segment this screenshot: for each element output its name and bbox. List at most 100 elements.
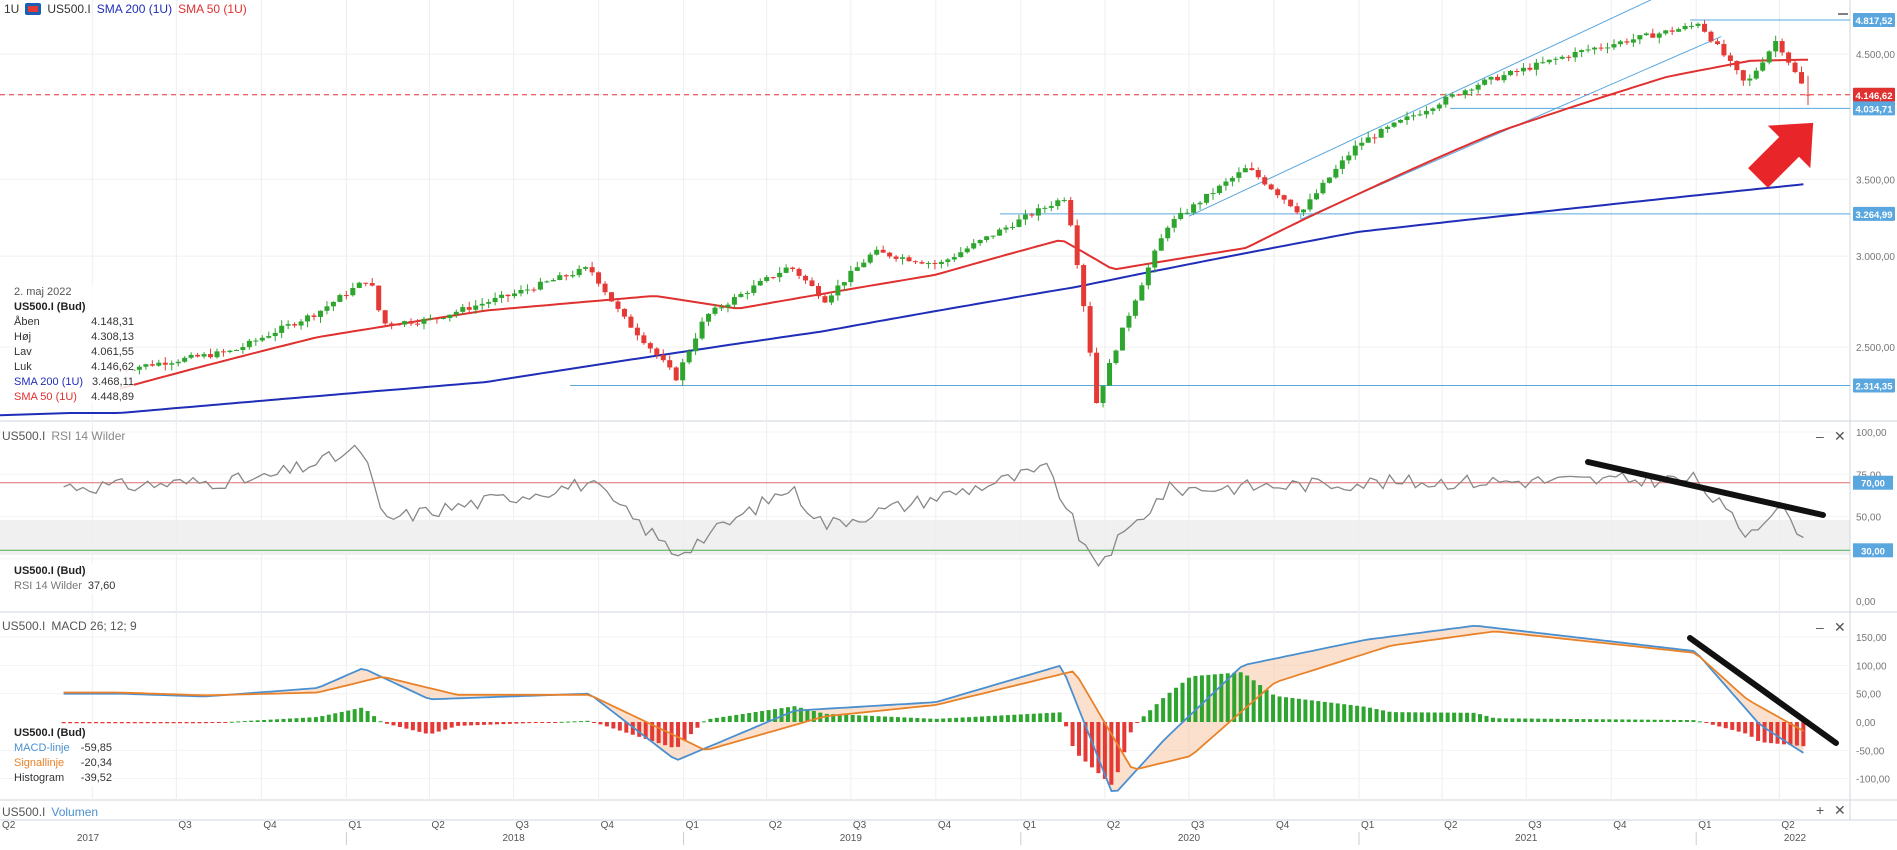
candle-body: [1320, 182, 1326, 194]
macd-histogram-bar: [1600, 719, 1605, 722]
macd-histogram-bar: [346, 710, 351, 722]
macd-histogram-bar: [1523, 718, 1528, 722]
macd-info-box: US500.I (Bud) MACD-linje -59,85 Signallin…: [14, 726, 112, 786]
macd-histogram-bar: [423, 722, 428, 734]
macd-histogram-bar: [1148, 710, 1153, 722]
macd-histogram-bar: [676, 722, 681, 747]
symbol-label[interactable]: US500.I: [47, 2, 91, 16]
rsi-level-badge-label: 30,00: [1861, 546, 1885, 557]
macd-histogram-bar: [1180, 682, 1185, 722]
candle-body: [841, 282, 847, 286]
volume-name[interactable]: Volumen: [51, 805, 99, 819]
macd-histogram-bar: [527, 722, 532, 724]
candle-body: [751, 285, 757, 293]
candle-body: [803, 275, 809, 281]
x-quarter-label: Q2: [1781, 820, 1795, 831]
candle-body: [343, 295, 349, 297]
rsi-close-button[interactable]: ✕: [1834, 428, 1846, 444]
macd-histogram-bar: [1801, 722, 1806, 747]
candle-body: [1624, 41, 1630, 43]
candle-body: [1495, 76, 1501, 81]
x-quarter-label: Q4: [938, 820, 952, 831]
rsi-symbol[interactable]: US500.I: [2, 429, 46, 443]
macd-histogram-bar: [1128, 722, 1133, 733]
macd-histogram-bar: [785, 707, 790, 722]
macd-tick-label: -100,00: [1856, 775, 1890, 786]
candle-body: [175, 361, 181, 364]
macd-histogram-bar: [1458, 712, 1463, 722]
rsi-level-badge: [1853, 543, 1893, 558]
candle-body: [1378, 128, 1384, 138]
candle-body: [1339, 160, 1345, 169]
macd-histogram-bar: [1439, 712, 1444, 722]
rsi-minimize-button[interactable]: –: [1816, 428, 1824, 444]
macd-histogram-bar: [1432, 712, 1437, 722]
macd-histogram-bar: [747, 712, 752, 722]
candle-body: [900, 257, 906, 259]
macd-histogram-bar: [1516, 718, 1521, 722]
macd-minimize-button[interactable]: –: [1816, 619, 1824, 635]
macd-histogram-bar: [1245, 675, 1250, 722]
macd-histogram-bar: [262, 719, 267, 722]
candle-body: [1462, 90, 1468, 96]
candle-body: [453, 311, 459, 315]
candle-body: [1042, 207, 1048, 209]
macd-histogram-bar: [1639, 719, 1644, 722]
macd-histogram-bar: [1626, 719, 1631, 722]
macd-histogram-bar: [934, 718, 939, 722]
candle-body: [1507, 70, 1513, 76]
info-row-high: Høj 4.308,13: [14, 331, 134, 343]
price-badge: [1853, 101, 1895, 116]
candle-body: [1313, 193, 1319, 200]
macd-name[interactable]: MACD 26; 12; 9: [51, 619, 137, 633]
macd-symbol[interactable]: US500.I: [2, 619, 46, 633]
macd-histogram-bar: [1406, 712, 1411, 722]
macd-histogram-bar: [1736, 722, 1741, 732]
macd-histogram-bar: [1665, 719, 1670, 722]
macd-histogram-bar: [1212, 674, 1217, 722]
candle-body: [1010, 226, 1016, 228]
info-row-open: Åben 4.148,31: [14, 316, 134, 328]
candle-body: [1430, 108, 1436, 111]
macd-histogram-bar: [1587, 719, 1592, 722]
price-badge: [1853, 13, 1895, 28]
macd-histogram-bar: [986, 716, 991, 722]
x-quarter-label: Q1: [1023, 820, 1037, 831]
macd-histogram-bar: [1335, 703, 1340, 722]
candle-body: [1663, 30, 1669, 34]
candle-body: [1268, 184, 1274, 190]
macd-histogram-bar: [430, 722, 435, 734]
price-badge: [1853, 378, 1895, 393]
rsi-name[interactable]: RSI 14 Wilder: [51, 429, 126, 443]
candle-body: [1727, 55, 1733, 61]
volume-add-button[interactable]: +: [1816, 802, 1825, 818]
candle-body: [1630, 39, 1636, 43]
candle-body: [828, 295, 834, 303]
candle-body: [596, 272, 602, 284]
candle-body: [925, 263, 931, 265]
volume-close-button[interactable]: ✕: [1834, 802, 1846, 818]
candle-body: [1792, 62, 1798, 73]
price-badge: [1853, 87, 1895, 102]
macd-close-button[interactable]: ✕: [1834, 619, 1846, 635]
candle-body: [253, 340, 259, 342]
candle-body: [1333, 168, 1339, 178]
candle-body: [1708, 31, 1714, 42]
macd-histogram-bar: [281, 718, 286, 722]
candle-body: [706, 313, 712, 322]
macd-histogram-bar: [443, 722, 448, 730]
macd-histogram-bar: [216, 722, 221, 723]
candle-body: [848, 270, 854, 283]
candle-body: [1404, 116, 1410, 121]
macd-histogram-bar: [1355, 705, 1360, 722]
candle-body: [1598, 47, 1604, 49]
sma200-legend[interactable]: SMA 200 (1U): [96, 2, 173, 16]
macd-histogram-bar: [1510, 718, 1515, 722]
volume-symbol[interactable]: US500.I: [2, 805, 46, 819]
candle-body: [997, 229, 1003, 236]
timeframe-label[interactable]: 1U: [4, 2, 20, 16]
macd-histogram-bar: [320, 716, 325, 722]
sma50-legend[interactable]: SMA 50 (1U): [178, 2, 247, 16]
